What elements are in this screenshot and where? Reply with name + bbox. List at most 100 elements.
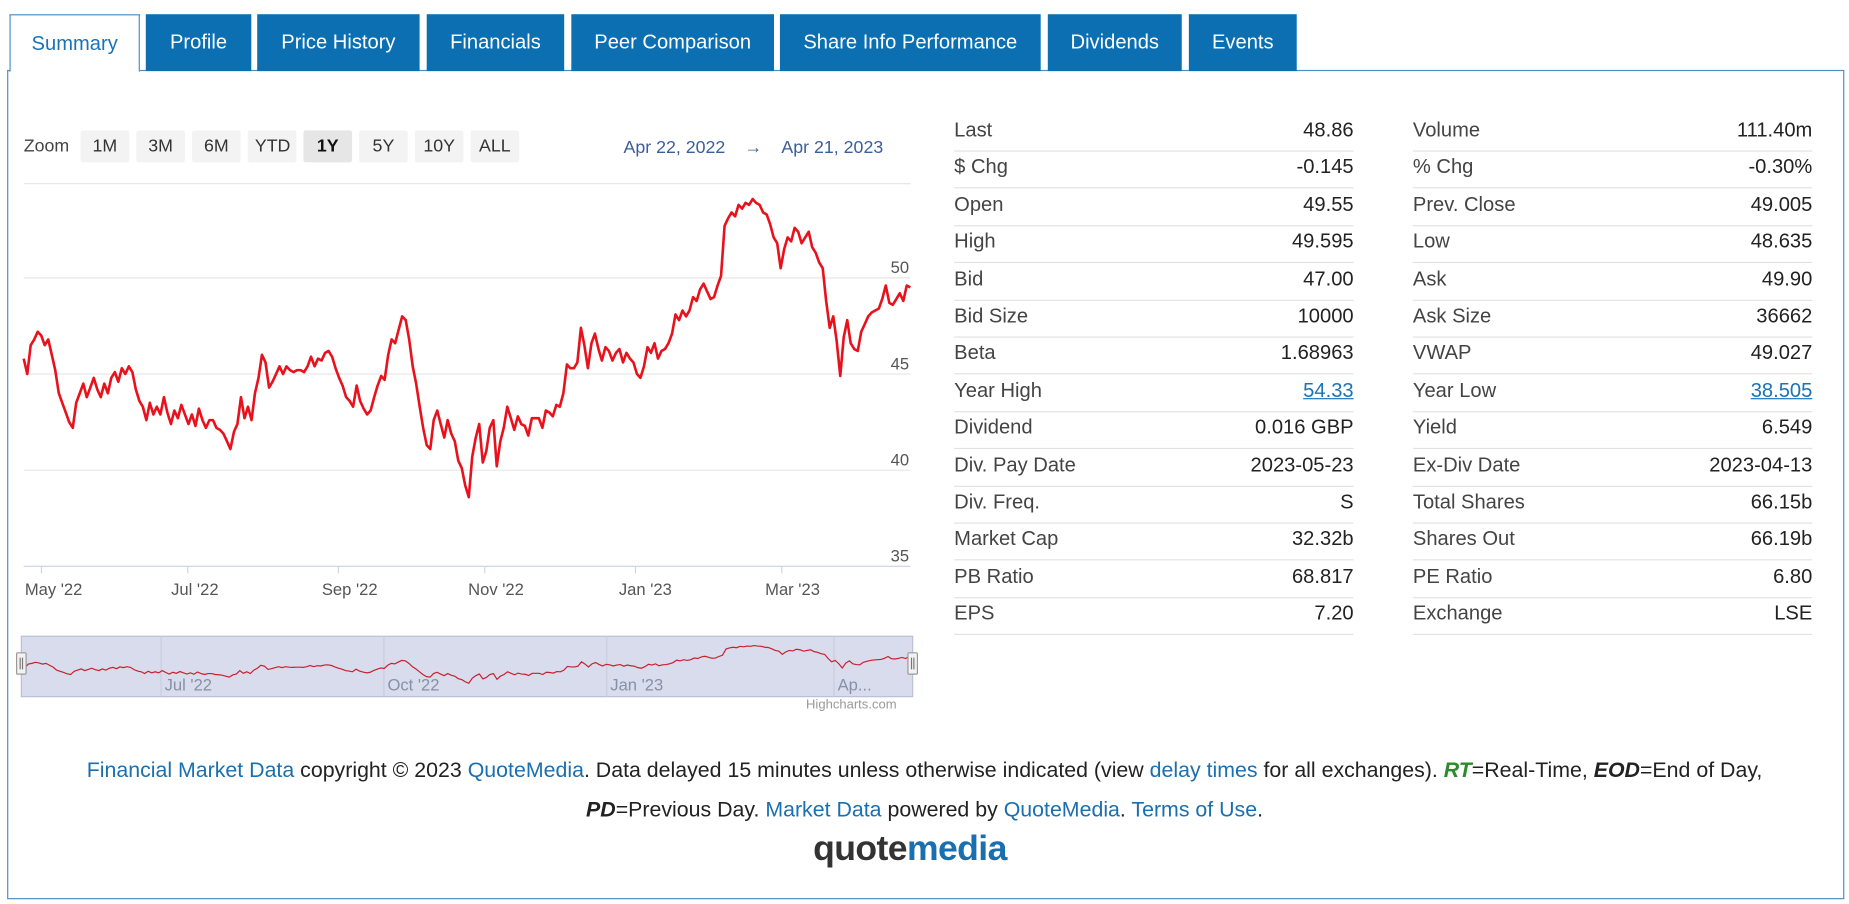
quote-value: 6.549: [1761, 416, 1813, 439]
zoom-5y-button[interactable]: 5Y: [359, 130, 408, 163]
zoom-10y-button[interactable]: 10Y: [414, 130, 464, 163]
quote-value[interactable]: 38.505: [1750, 378, 1813, 402]
quote-row-chg: $ Chg -0.145: [954, 152, 1354, 189]
quote-row-ask-size: Ask Size 36662: [1412, 301, 1813, 338]
quote-label: Ask: [1412, 267, 1447, 290]
tab-summary[interactable]: Summary: [9, 14, 140, 73]
quote-value: 1.68963: [1280, 341, 1354, 365]
footer-link-market-data[interactable]: Market Data: [765, 797, 882, 822]
zoom-3m-button[interactable]: 3M: [136, 130, 185, 163]
tab-peer-comparison[interactable]: Peer Comparison: [571, 14, 775, 72]
quote-row-last: Last 48.86: [954, 115, 1354, 152]
footer-link-terms-of-use[interactable]: Terms of Use: [1131, 797, 1258, 822]
quote-row-dividend: Dividend 0.016 GBP: [954, 413, 1354, 450]
quote-row-pe-ratio: PE Ratio 6.80: [1412, 561, 1813, 599]
quote-label: VWAP: [1412, 341, 1472, 365]
quote-row-bid-size: Bid Size 10000: [954, 301, 1354, 338]
quote-row-pb-ratio: PB Ratio 68.817: [954, 561, 1354, 599]
footer-link-delay-times[interactable]: delay times: [1149, 758, 1258, 782]
footer-link-quotemedia-2[interactable]: QuoteMedia: [1003, 797, 1120, 822]
date-range-to[interactable]: Apr 21, 2023: [781, 137, 884, 158]
navigator-left-handle[interactable]: [16, 652, 27, 675]
zoom-all-button[interactable]: ALL: [470, 130, 520, 163]
price-series-line[interactable]: [22, 197, 911, 499]
quote-value: 66.19b: [1750, 527, 1813, 551]
footer-text: . Data delayed 15 minutes unless otherwi…: [583, 758, 1150, 782]
quote-value[interactable]: 54.33: [1303, 378, 1354, 402]
date-range: Apr 22, 2022 → Apr 21, 2023: [623, 137, 883, 157]
quote-label: Dividend: [954, 416, 1033, 439]
quote-row-year-low: Year Low 38.505: [1412, 375, 1813, 413]
logo-part-media: media: [906, 829, 1007, 869]
quote-value: 49.55: [1303, 192, 1354, 216]
quote-row-volume: Volume 111.40m: [1412, 115, 1813, 152]
quote-label: Volume: [1412, 118, 1481, 141]
quote-label: Ask Size: [1412, 304, 1492, 328]
footer-rt-abbr: RT: [1443, 758, 1472, 782]
quote-value: 68.817: [1291, 564, 1354, 588]
quote-value: 48.86: [1303, 118, 1354, 141]
quote-row-market-cap: Market Cap 32.32b: [954, 524, 1354, 561]
zoom-1m-button[interactable]: 1M: [80, 130, 130, 163]
logo-part-quote: quote: [813, 829, 907, 869]
quote-row-year-high: Year High 54.33: [954, 375, 1354, 413]
quote-value: 111.40m: [1736, 118, 1813, 141]
quote-label: Low: [1412, 230, 1450, 253]
quote-value: -0.145: [1296, 155, 1354, 179]
quote-row-total-shares: Total Shares 66.15b: [1412, 487, 1813, 524]
quote-row-beta: Beta 1.68963: [954, 338, 1354, 375]
footer-eod-abbr: EOD: [1593, 758, 1640, 782]
tab-financials[interactable]: Financials: [426, 14, 565, 72]
quote-value: 49.595: [1291, 230, 1354, 253]
quote-value: 47.00: [1303, 267, 1354, 290]
quote-label: PE Ratio: [1412, 564, 1493, 588]
quote-label: Prev. Close: [1412, 192, 1516, 216]
footer-text: .: [1257, 797, 1264, 822]
quote-value: 6.80: [1773, 564, 1813, 588]
x-tick-label: Nov '22: [468, 580, 524, 599]
zoom-ytd-button[interactable]: YTD: [247, 130, 297, 163]
tab-profile[interactable]: Profile: [145, 14, 252, 72]
tab-events[interactable]: Events: [1188, 14, 1297, 72]
quote-value: 2023-05-23: [1250, 453, 1354, 476]
quote-value: 49.005: [1750, 192, 1813, 216]
navigator-tick-label: Oct '22: [387, 676, 439, 695]
quote-label: Last: [954, 118, 993, 141]
quote-value: 2023-04-13: [1709, 453, 1813, 476]
navigator-selection-mask[interactable]: [20, 635, 914, 698]
quote-label: PB Ratio: [954, 564, 1034, 588]
footer-pd-abbr: PD: [586, 797, 616, 822]
quotemedia-logo[interactable]: quotemedia: [813, 829, 1007, 869]
tab-share-info-performance[interactable]: Share Info Performance: [779, 14, 1041, 72]
quote-row-ask: Ask 49.90: [1412, 264, 1813, 301]
footer-link-quotemedia[interactable]: QuoteMedia: [467, 758, 584, 782]
footer-text: powered by: [881, 797, 1004, 822]
zoom-1y-button[interactable]: 1Y: [303, 130, 353, 163]
tab-dividends[interactable]: Dividends: [1047, 14, 1182, 72]
highcharts-credit[interactable]: Highcharts.com: [806, 697, 897, 713]
quote-row-eps: EPS 7.20: [954, 599, 1354, 636]
navigator-series-line: [21, 644, 913, 685]
date-range-from[interactable]: Apr 22, 2022: [623, 137, 726, 158]
quote-label: Market Cap: [954, 527, 1059, 551]
quote-value: 49.90: [1761, 267, 1813, 290]
quote-row-vwap: VWAP 49.027: [1412, 338, 1813, 375]
footer-link-financial-market-data[interactable]: Financial Market Data: [86, 758, 295, 782]
quote-row-high: High 49.595: [954, 227, 1354, 264]
quote-label: Open: [954, 192, 1004, 216]
quote-value: 0.016 GBP: [1255, 416, 1354, 439]
navigator-right-handle[interactable]: [907, 652, 919, 675]
quote-value: -0.30%: [1748, 155, 1813, 179]
zoom-6m-button[interactable]: 6M: [192, 130, 241, 163]
quote-label: Year High: [954, 378, 1042, 402]
quote-row-yield: Yield 6.549: [1412, 413, 1813, 450]
quote-value: S: [1340, 490, 1354, 514]
quote-label: Exchange: [1412, 602, 1503, 625]
quote-value: 49.027: [1750, 341, 1813, 365]
footer-text: =Real-Time,: [1471, 758, 1594, 782]
navigator-tick-label: Jul '22: [165, 676, 212, 695]
footer-text: =End of Day,: [1639, 758, 1763, 782]
quote-row-div-pay-date: Div. Pay Date 2023-05-23: [954, 450, 1354, 487]
tab-price-history[interactable]: Price History: [257, 14, 420, 72]
